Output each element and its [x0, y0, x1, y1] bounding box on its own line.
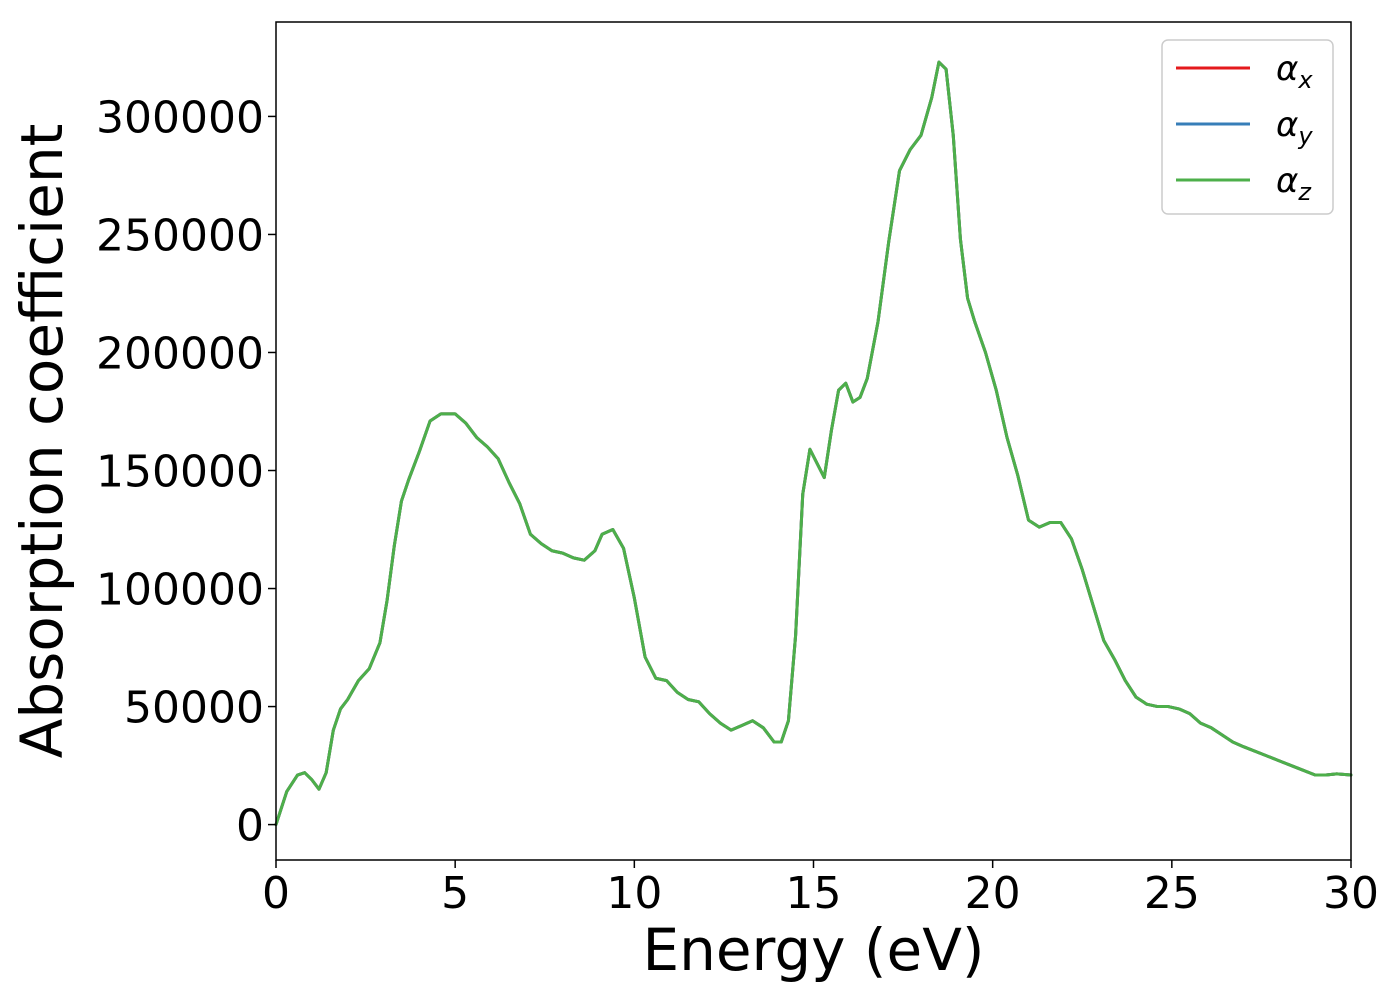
- y-tick-label: 150000: [96, 447, 264, 498]
- y-tick-label: 250000: [96, 210, 264, 261]
- x-tick-label: 30: [1323, 868, 1379, 919]
- x-axis: 0 5 10 15 20 25 30: [262, 860, 1379, 919]
- y-axis: 0 50000 100000 150000 200000 250000 300000: [96, 92, 276, 852]
- y-tick-label: 300000: [96, 92, 264, 143]
- y-tick-label: 50000: [124, 683, 264, 734]
- series-layer: [274, 60, 1353, 827]
- x-tick-label: 20: [965, 868, 1021, 919]
- legend-box: [1161, 39, 1334, 215]
- y-tick-label: 100000: [96, 565, 264, 616]
- x-tick-label: 5: [441, 868, 469, 919]
- x-tick-label: 15: [786, 868, 842, 919]
- x-tick-label: 25: [1144, 868, 1200, 919]
- y-tick-label: 0: [236, 801, 264, 852]
- x-axis-title: Energy (eV): [642, 916, 984, 984]
- y-tick-label: 200000: [96, 328, 264, 379]
- series-line-3: [274, 60, 1353, 827]
- x-tick-label: 10: [606, 868, 662, 919]
- legend-label-z: αz: [1276, 161, 1312, 206]
- x-tick-label: 0: [262, 868, 290, 919]
- y-axis-title: Absorption coefficient: [8, 124, 76, 759]
